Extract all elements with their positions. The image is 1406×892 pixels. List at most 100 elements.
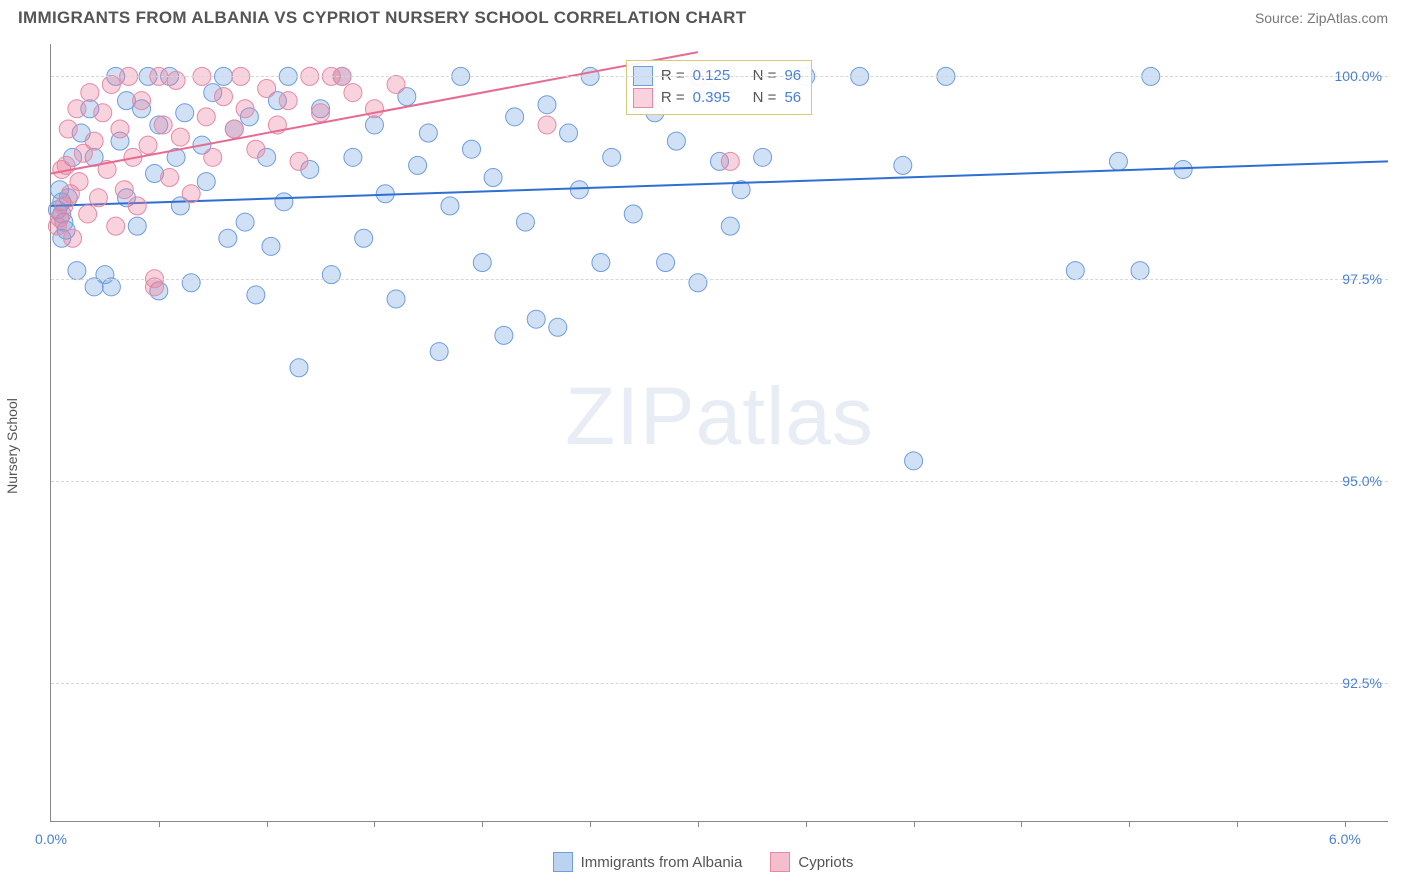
source-name: ZipAtlas.com — [1307, 10, 1388, 26]
y-tick-label: 100.0% — [1335, 68, 1382, 84]
bottom-legend-swatch-albania — [553, 852, 573, 872]
scatter-point-albania — [409, 156, 427, 174]
chart-source: Source: ZipAtlas.com — [1255, 10, 1388, 26]
scatter-point-cypriots — [133, 92, 151, 110]
correlation-legend-box: R =0.125N =96R =0.395N =56 — [626, 60, 812, 115]
scatter-svg — [51, 44, 1388, 821]
scatter-point-cypriots — [182, 185, 200, 203]
scatter-point-cypriots — [204, 148, 222, 166]
scatter-point-albania — [527, 310, 545, 328]
series-legend: Immigrants from Albania Cypriots — [0, 852, 1406, 872]
scatter-point-albania — [721, 217, 739, 235]
scatter-point-albania — [290, 359, 308, 377]
y-tick-label: 95.0% — [1342, 473, 1382, 489]
scatter-point-albania — [387, 290, 405, 308]
scatter-point-cypriots — [290, 152, 308, 170]
scatter-point-albania — [322, 266, 340, 284]
scatter-point-cypriots — [107, 217, 125, 235]
x-tick — [914, 821, 915, 827]
scatter-point-cypriots — [312, 104, 330, 122]
x-tick — [1129, 821, 1130, 827]
scatter-point-cypriots — [279, 92, 297, 110]
scatter-point-cypriots — [225, 120, 243, 138]
scatter-point-albania — [905, 452, 923, 470]
scatter-point-albania — [592, 254, 610, 272]
scatter-point-albania — [219, 229, 237, 247]
scatter-point-albania — [1174, 160, 1192, 178]
scatter-point-albania — [473, 254, 491, 272]
scatter-point-cypriots — [68, 100, 86, 118]
scatter-point-albania — [68, 262, 86, 280]
scatter-point-cypriots — [85, 132, 103, 150]
scatter-point-albania — [176, 104, 194, 122]
x-tick — [374, 821, 375, 827]
scatter-point-albania — [430, 343, 448, 361]
scatter-point-albania — [355, 229, 373, 247]
scatter-point-albania — [365, 116, 383, 134]
x-tick — [590, 821, 591, 827]
bottom-legend-label: Immigrants from Albania — [581, 854, 743, 871]
scatter-point-albania — [657, 254, 675, 272]
y-tick-label: 97.5% — [1342, 271, 1382, 287]
scatter-point-cypriots — [89, 189, 107, 207]
chart-header: IMMIGRANTS FROM ALBANIA VS CYPRIOT NURSE… — [0, 0, 1406, 34]
scatter-point-albania — [570, 181, 588, 199]
scatter-point-albania — [1066, 262, 1084, 280]
scatter-point-albania — [463, 140, 481, 158]
x-tick — [698, 821, 699, 827]
x-tick — [159, 821, 160, 827]
gridline-h — [51, 279, 1388, 280]
legend-r-value: 0.395 — [693, 87, 745, 110]
scatter-point-albania — [275, 193, 293, 211]
scatter-point-cypriots — [197, 108, 215, 126]
scatter-point-albania — [441, 197, 459, 215]
scatter-point-albania — [516, 213, 534, 231]
scatter-point-albania — [495, 326, 513, 344]
x-tick-label-left: 0.0% — [35, 831, 67, 847]
scatter-point-albania — [262, 237, 280, 255]
scatter-point-cypriots — [215, 88, 233, 106]
scatter-point-cypriots — [154, 116, 172, 134]
scatter-point-cypriots — [171, 128, 189, 146]
x-tick-label-right: 6.0% — [1329, 831, 1361, 847]
legend-swatch-cypriots — [633, 88, 653, 108]
bottom-legend-swatch-cypriots — [770, 852, 790, 872]
scatter-point-albania — [1109, 152, 1127, 170]
y-tick-label: 92.5% — [1342, 675, 1382, 691]
scatter-point-albania — [484, 169, 502, 187]
scatter-point-cypriots — [538, 116, 556, 134]
scatter-point-cypriots — [94, 104, 112, 122]
scatter-point-albania — [128, 217, 146, 235]
scatter-point-cypriots — [64, 229, 82, 247]
scatter-point-cypriots — [139, 136, 157, 154]
scatter-point-cypriots — [111, 120, 129, 138]
scatter-point-cypriots — [161, 169, 179, 187]
scatter-point-cypriots — [81, 84, 99, 102]
scatter-point-cypriots — [344, 84, 362, 102]
scatter-point-albania — [197, 173, 215, 191]
scatter-point-cypriots — [59, 120, 77, 138]
scatter-point-cypriots — [146, 278, 164, 296]
scatter-point-cypriots — [247, 140, 265, 158]
scatter-point-albania — [419, 124, 437, 142]
bottom-legend-item-cypriots: Cypriots — [770, 852, 853, 872]
chart-title: IMMIGRANTS FROM ALBANIA VS CYPRIOT NURSE… — [18, 8, 746, 28]
scatter-point-cypriots — [721, 152, 739, 170]
scatter-point-cypriots — [167, 71, 185, 89]
x-tick — [482, 821, 483, 827]
gridline-h — [51, 683, 1388, 684]
legend-r-label: R = — [661, 87, 685, 110]
scatter-point-albania — [344, 148, 362, 166]
bottom-legend-label: Cypriots — [798, 854, 853, 871]
chart-plot-area: ZIPatlas R =0.125N =96R =0.395N =56 92.5… — [50, 44, 1388, 822]
scatter-point-albania — [182, 274, 200, 292]
legend-row-cypriots: R =0.395N =56 — [633, 87, 801, 110]
scatter-point-cypriots — [387, 75, 405, 93]
x-tick — [1237, 821, 1238, 827]
legend-n-value: 56 — [784, 87, 801, 110]
scatter-point-albania — [102, 278, 120, 296]
scatter-point-cypriots — [70, 173, 88, 191]
scatter-point-cypriots — [236, 100, 254, 118]
x-tick — [806, 821, 807, 827]
scatter-point-albania — [603, 148, 621, 166]
